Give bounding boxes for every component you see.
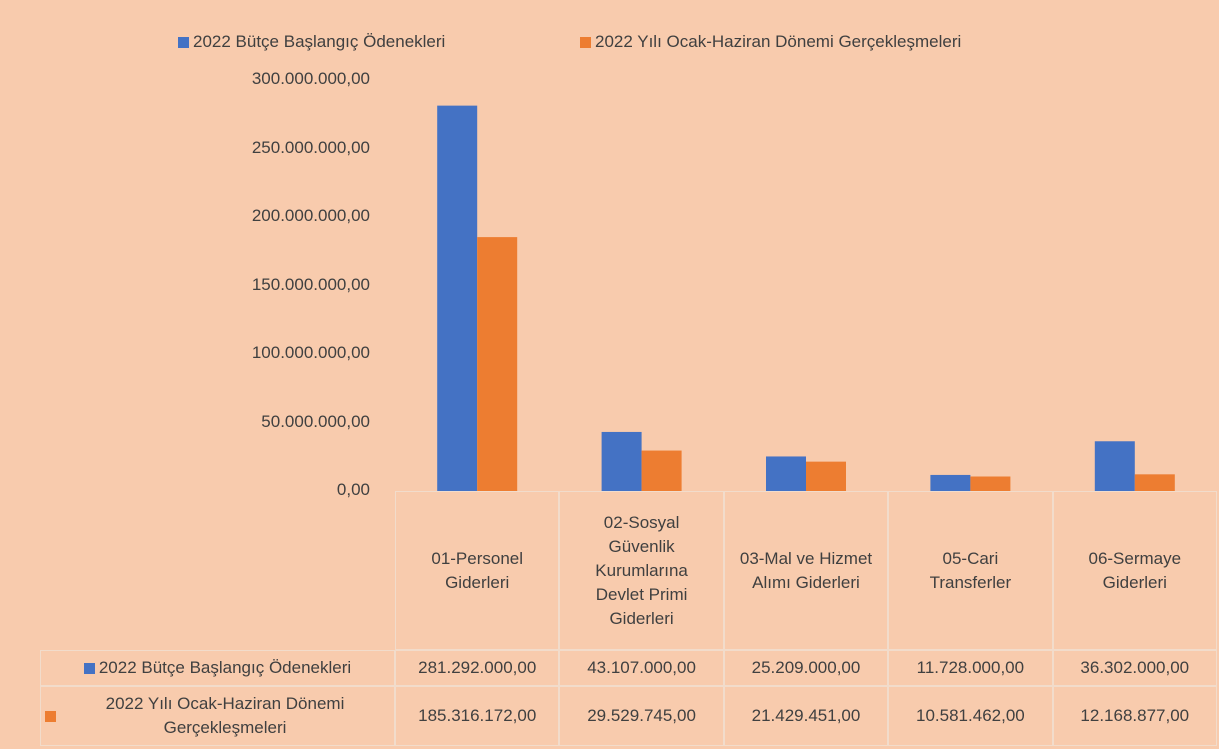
table-cell: 10.581.462,00 [888,686,1053,746]
y-tick-label: 0,00 [70,480,370,500]
row-label: 2022 Bütçe Başlangıç Ödenekleri [98,658,352,677]
y-tick-label: 150.000.000,00 [70,275,370,295]
y-tick-text: 50.000.000,00 [261,411,370,431]
bar [970,476,1011,491]
x-tick-label: 06-Sermaye Giderleri [1088,548,1182,592]
table-cell: 281.292.000,00 [395,650,560,686]
table-cell: 43.107.000,00 [559,650,724,686]
table-cell: 12.168.877,00 [1052,686,1217,746]
y-tick-label: 100.000.000,00 [70,343,370,363]
category-cell: 06-Sermaye Giderleri [1052,491,1217,650]
y-tick-label: 50.000.000,00 [70,412,370,432]
bar [806,461,846,491]
table-cell: 29.529.745,00 [559,686,724,746]
x-tick-label: 02-Sosyal Güvenlik Kurumlarına Devlet Pr… [595,512,688,628]
value-label: 36.302.000,00 [1080,658,1190,677]
bar [437,105,478,492]
legend-item: 2022 Yılı Ocak-Haziran Dönemi Gerçekleşm… [580,32,961,52]
x-tick-label: 01-Personel Giderleri [431,548,524,592]
value-label: 43.107.000,00 [587,658,696,677]
value-label: 185.316.172,00 [418,706,537,725]
y-tick-text: 300.000.000,00 [251,69,370,88]
bar [641,450,682,491]
y-tick-text: 0,00 [336,480,370,499]
y-tick-text: 250.000.000,00 [251,137,370,157]
table-cell: 25.209.000,00 [723,650,889,686]
bar [930,474,971,491]
y-tick-label: 250.000.000,00 [70,138,370,158]
value-label: 21.429.451,00 [751,706,861,725]
bar [601,431,642,491]
y-tick-label: 200.000.000,00 [70,206,370,226]
y-tick-label: 300.000.000,00 [70,69,370,89]
value-label: 12.168.877,00 [1080,706,1190,725]
value-label: 29.529.745,00 [587,706,696,725]
value-label: 281.292.000,00 [418,658,537,677]
table-row-header: 2022 Bütçe Başlangıç Ödenekleri [40,650,395,686]
category-cell: 05-Cari Transferler [888,491,1053,650]
legend-label: 2022 Bütçe Başlangıç Ödenekleri [193,32,446,51]
y-tick-text: 150.000.000,00 [251,274,370,294]
value-label: 25.209.000,00 [751,658,861,677]
x-tick-label: 03-Mal ve Hizmet Alımı Giderleri [739,548,873,592]
legend-key [83,662,95,674]
bar [766,456,806,491]
y-tick-text: 200.000.000,00 [251,206,370,225]
category-cell: 03-Mal ve Hizmet Alımı Giderleri [723,491,889,650]
row-label: 2022 Yılı Ocak-Haziran Dönemi Gerçekleşm… [105,694,345,737]
category-cell: 01-Personel Giderleri [395,491,560,650]
table-cell: 11.728.000,00 [888,650,1053,686]
value-label: 11.728.000,00 [916,658,1025,677]
table-row-header: 2022 Yılı Ocak-Haziran Dönemi Gerçekleşm… [40,686,395,746]
legend-key [45,710,56,722]
y-tick-text: 100.000.000,00 [251,343,370,362]
legend-label: 2022 Yılı Ocak-Haziran Dönemi Gerçekleşm… [595,32,962,51]
x-tick-label: 05-Cari Transferler [929,548,1012,592]
table-cell: 36.302.000,00 [1052,650,1217,686]
bar [1094,441,1135,491]
value-label: 10.581.462,00 [916,706,1025,725]
legend-key [178,36,189,48]
bar [477,237,518,491]
table-cell: 21.429.451,00 [723,686,889,746]
legend-item: 2022 Bütçe Başlangıç Ödenekleri [178,32,445,52]
table-cell: 185.316.172,00 [395,686,560,746]
legend-key [580,36,591,48]
category-cell: 02-Sosyal Güvenlik Kurumlarına Devlet Pr… [559,491,724,650]
bar [1134,474,1175,491]
